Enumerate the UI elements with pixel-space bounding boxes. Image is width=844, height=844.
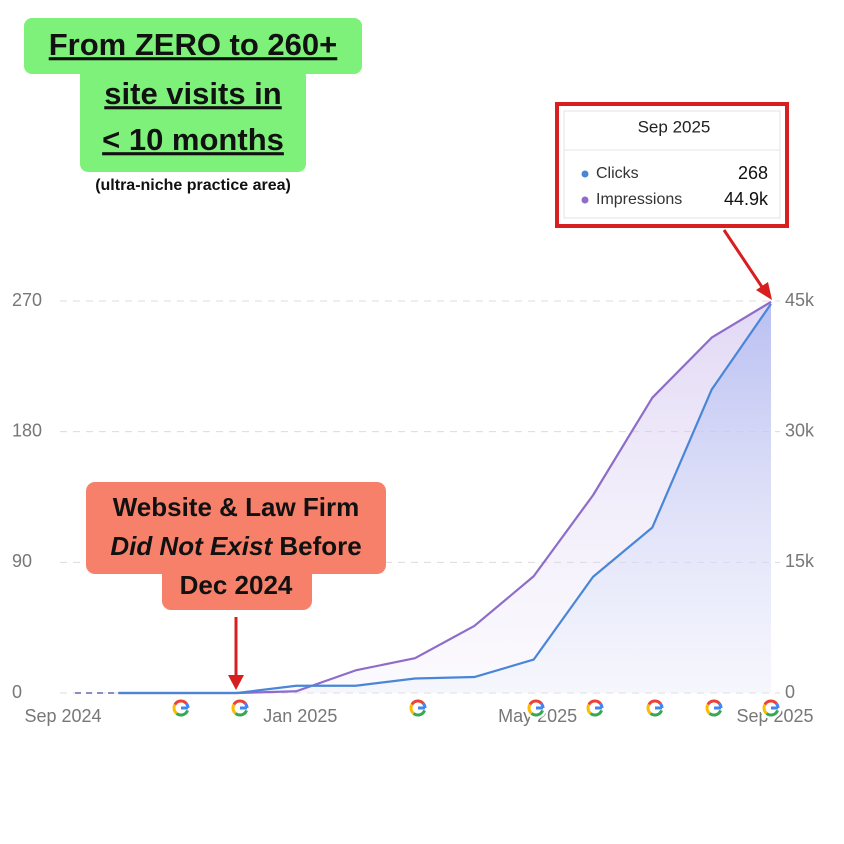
icon-arc [232,699,247,706]
tooltip-label: Clicks [596,165,639,182]
annotation-bg [162,560,312,610]
icon-arc [706,699,721,706]
icon-arc [765,709,779,717]
icon-arc [412,709,426,717]
tooltip-title: Sep 2025 [638,117,711,136]
arrow-head [228,675,244,690]
headline: From ZERO to 260+ [49,27,338,62]
google-icon [644,697,666,719]
annotation: Website & Law Firm [113,492,360,522]
icon-arc [528,699,543,706]
icon-arc [231,703,237,715]
icon-arc [527,703,533,715]
icon-arc [708,709,722,717]
tooltip-value: 44.9k [724,189,769,209]
y2-tick-label: 15k [785,551,815,571]
google-icon [407,697,429,719]
google-icon [760,697,782,719]
y2-tick-label: 0 [785,682,795,702]
icon-arc [762,703,768,715]
google-icon [525,697,547,719]
icon-arc [587,699,602,706]
icon-arc [586,703,592,715]
tooltip-dot [581,170,589,178]
tooltip [563,110,781,219]
subtitle: (ultra-niche practice area) [95,177,291,194]
y-tick-label: 180 [12,420,42,440]
icon-arc [589,709,603,717]
annotation-bg [86,482,386,574]
icon-arc [172,703,178,715]
y2-tick-label: 45k [785,290,815,310]
icon-arc [234,709,248,717]
google-icons [170,697,782,719]
headline: < 10 months [102,122,284,157]
google-icon [703,697,725,719]
headline: site visits in [104,76,281,111]
y-tick-label: 90 [12,551,32,571]
icon-arc [649,709,663,717]
headline-bg [80,68,306,172]
icon-arc [530,709,544,717]
arrow-head [756,282,772,300]
annotation: Did Not Exist Before [110,531,361,561]
headline-bg [24,18,362,74]
tooltip-value: 268 [738,163,768,183]
icon-arc [705,703,711,715]
icon-arc [646,703,652,715]
area [118,303,772,693]
google-icon [229,697,251,719]
line [118,303,772,695]
y-tick-label: 270 [12,290,42,310]
tooltip-dot [581,196,589,204]
icon-arc [173,699,188,706]
y-tick-label: 0 [12,682,22,702]
y2-tick-label: 30k [785,420,815,440]
icon-arc [175,709,189,717]
annotation: Dec 2024 [180,570,293,600]
google-icon [584,697,606,719]
icon-arc [410,699,425,706]
tooltip-label: Impressions [596,191,682,208]
annotation-rest: Before [272,531,362,561]
icon-arc [763,699,778,706]
x-tick-label: Jan 2025 [263,706,337,726]
icon-arc [409,703,415,715]
arrow [722,229,766,291]
annotation-italic: Did Not Exist [110,531,273,561]
google-icon [170,697,192,719]
icon-arc [647,699,662,706]
x-tick-label: Sep 2024 [24,706,101,726]
